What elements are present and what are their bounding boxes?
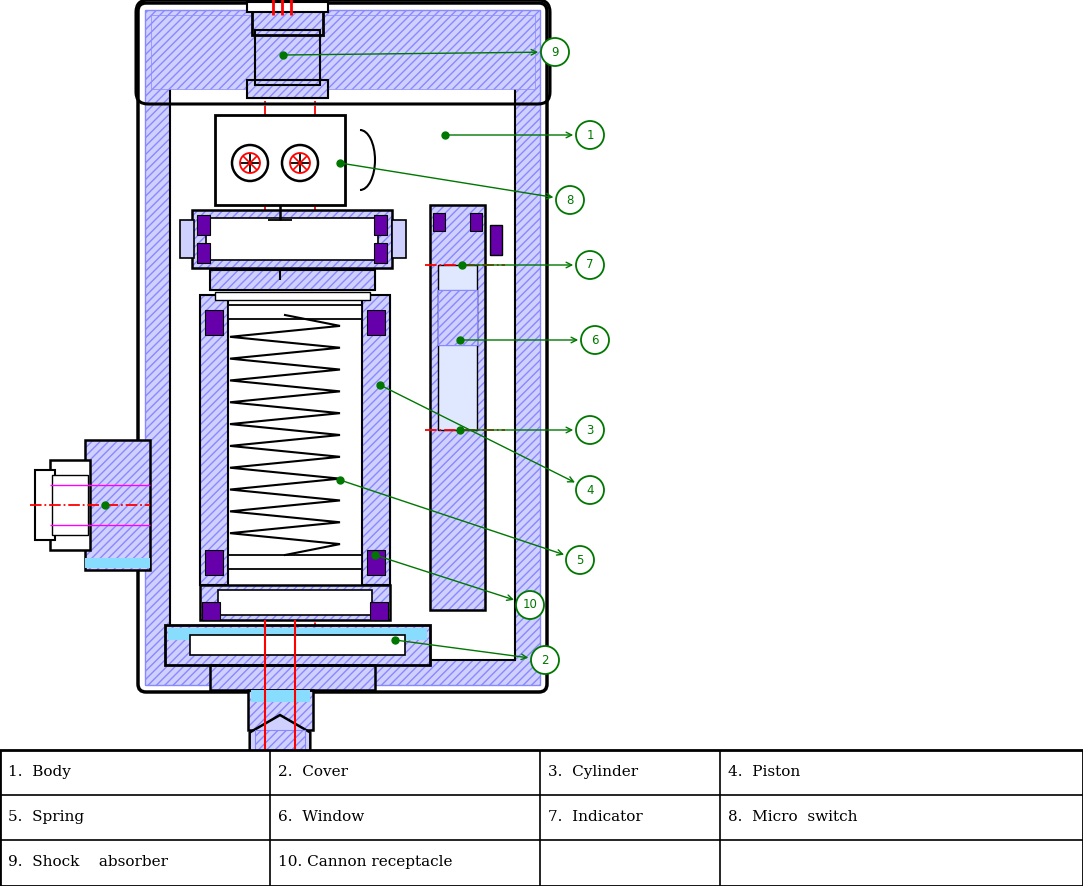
Circle shape — [516, 591, 544, 619]
Bar — [362, 295, 390, 585]
Bar — [84, 558, 151, 568]
Bar — [151, 15, 535, 89]
Bar — [392, 220, 406, 258]
Circle shape — [566, 546, 593, 574]
Bar — [192, 210, 392, 268]
Text: 7: 7 — [586, 259, 593, 271]
Text: 2: 2 — [542, 654, 549, 666]
Bar — [438, 290, 477, 345]
Circle shape — [542, 38, 569, 66]
Bar — [197, 215, 210, 235]
Circle shape — [282, 145, 318, 181]
Bar — [145, 10, 540, 685]
Bar — [216, 292, 370, 300]
Bar — [229, 295, 362, 585]
Bar — [247, 80, 328, 98]
Bar — [168, 628, 427, 640]
Bar — [210, 270, 375, 290]
Bar — [430, 205, 485, 610]
Bar — [255, 30, 319, 85]
Bar — [0, 750, 1083, 886]
Bar — [170, 35, 516, 660]
Bar — [248, 690, 313, 730]
Bar — [251, 690, 310, 702]
Bar — [84, 440, 151, 570]
Text: 10: 10 — [523, 599, 537, 611]
Bar — [374, 243, 387, 263]
Circle shape — [580, 326, 609, 354]
Text: 1.  Body: 1. Body — [8, 765, 70, 779]
Circle shape — [556, 186, 584, 214]
Text: 6: 6 — [591, 333, 599, 346]
Circle shape — [576, 416, 604, 444]
Bar — [84, 440, 151, 570]
Circle shape — [576, 476, 604, 504]
Bar — [203, 602, 220, 620]
Circle shape — [576, 121, 604, 149]
Text: 8: 8 — [566, 193, 574, 206]
Bar — [210, 270, 375, 290]
Bar — [52, 475, 88, 535]
Bar — [248, 690, 313, 730]
Bar — [197, 243, 210, 263]
Bar — [200, 585, 390, 620]
Bar — [370, 602, 388, 620]
Bar — [206, 218, 378, 260]
Bar — [252, 5, 323, 35]
Bar — [190, 635, 405, 655]
Bar — [374, 215, 387, 235]
Text: 2.  Cover: 2. Cover — [278, 765, 348, 779]
Bar — [367, 550, 384, 575]
Bar — [430, 205, 485, 610]
Text: 5.  Spring: 5. Spring — [8, 810, 84, 824]
Bar — [35, 470, 55, 540]
Text: 9: 9 — [551, 45, 559, 58]
Text: 4.  Piston: 4. Piston — [728, 765, 800, 779]
Bar — [50, 460, 90, 550]
Bar — [218, 590, 371, 615]
Bar — [165, 625, 430, 665]
Text: 4: 4 — [586, 484, 593, 496]
Bar — [247, 2, 328, 12]
Bar — [165, 625, 430, 665]
Bar — [362, 295, 390, 585]
Circle shape — [531, 646, 559, 674]
Bar — [200, 295, 229, 585]
Text: 3.  Cylinder: 3. Cylinder — [548, 765, 638, 779]
Bar — [192, 210, 392, 268]
Bar — [252, 5, 323, 35]
Circle shape — [232, 145, 268, 181]
Text: 1: 1 — [586, 128, 593, 142]
Text: 8.  Micro  switch: 8. Micro switch — [728, 810, 858, 824]
Bar — [210, 665, 375, 690]
Bar — [367, 310, 384, 335]
Circle shape — [576, 251, 604, 279]
Text: 6.  Window: 6. Window — [278, 810, 364, 824]
Bar — [433, 213, 445, 231]
Text: 10. Cannon receptacle: 10. Cannon receptacle — [278, 855, 453, 869]
Bar — [210, 665, 375, 690]
Bar — [490, 225, 503, 255]
Text: 3: 3 — [586, 424, 593, 437]
Bar — [255, 730, 305, 770]
Bar — [229, 555, 362, 569]
Text: 7.  Indicator: 7. Indicator — [548, 810, 642, 824]
Bar — [200, 295, 229, 585]
Text: 5: 5 — [576, 554, 584, 566]
Bar — [438, 265, 477, 430]
Bar — [216, 115, 345, 205]
Bar — [438, 290, 477, 345]
Polygon shape — [250, 715, 311, 785]
Bar — [200, 585, 390, 620]
Bar — [470, 213, 482, 231]
Bar — [180, 220, 194, 258]
Bar — [229, 305, 362, 319]
Bar — [247, 80, 328, 98]
Text: 9.  Shock    absorber: 9. Shock absorber — [8, 855, 168, 869]
Bar — [255, 30, 319, 85]
Bar — [205, 550, 223, 575]
Bar — [205, 310, 223, 335]
Bar — [288, 765, 302, 775]
Bar — [258, 765, 272, 775]
